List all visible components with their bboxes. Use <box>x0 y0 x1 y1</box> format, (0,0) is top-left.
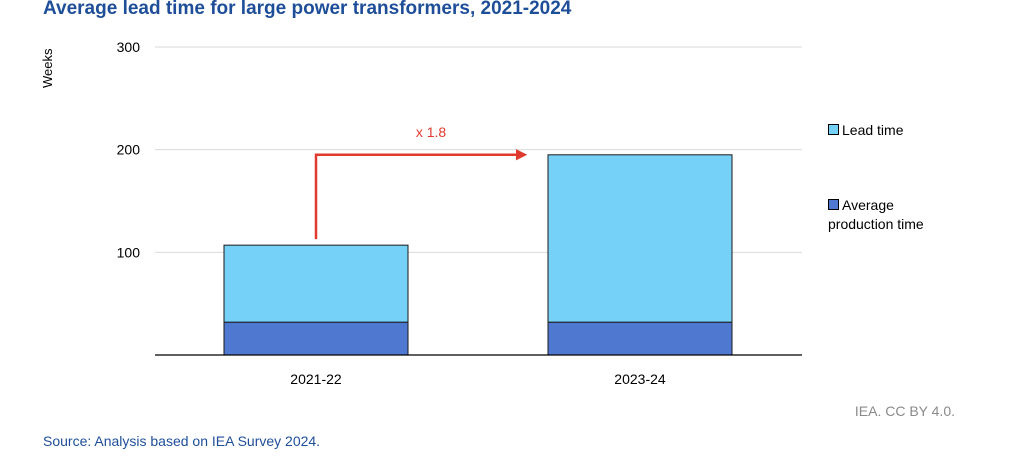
bar-2023-24-production-time <box>547 321 733 356</box>
legend-label-lead-time: Lead time <box>842 122 904 138</box>
bar-2021-22-lead-time <box>223 244 409 323</box>
bars <box>223 154 733 356</box>
bar-2023-24-lead-time <box>547 154 733 323</box>
legend-label-production-time: Average production time <box>828 197 924 232</box>
source-note: Source: Analysis based on IEA Survey 202… <box>43 433 321 449</box>
x-tick-labels: 2021-22 2023-24 <box>290 371 666 387</box>
growth-multiplier-label: x 1.8 <box>416 124 447 140</box>
chart-title: Average lead time for large power transf… <box>43 0 572 19</box>
y-tick-200: 200 <box>117 142 141 158</box>
y-tick-labels: 100 200 300 <box>117 39 141 260</box>
y-tick-100: 100 <box>117 244 141 260</box>
growth-annotation: x 1.8 <box>314 124 528 240</box>
x-tick-2023-24: 2023-24 <box>614 371 666 387</box>
x-tick-2021-22: 2021-22 <box>290 371 342 387</box>
credit-text: IEA. CC BY 4.0. <box>854 403 955 419</box>
legend-swatch-production-time <box>828 199 839 210</box>
y-tick-300: 300 <box>117 39 141 55</box>
legend-item-lead-time: Lead time <box>828 121 903 140</box>
bar-2021-22-production-time <box>223 321 409 356</box>
legend-swatch-lead-time <box>828 124 839 135</box>
legend-item-production-time: Average production time <box>828 196 958 234</box>
growth-arrow <box>314 149 528 240</box>
